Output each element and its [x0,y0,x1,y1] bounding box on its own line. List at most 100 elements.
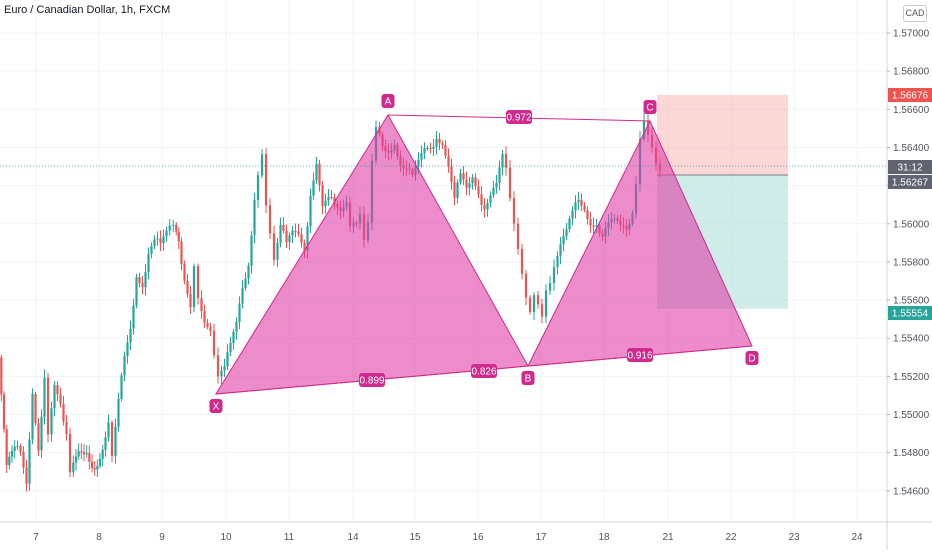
point-label-x-bg[interactable] [209,399,223,413]
candle-body [456,182,459,198]
ratio-label-cd-bg[interactable] [627,348,653,362]
candle-body [186,280,189,294]
time-tick-label: 14 [347,532,359,543]
candle-body [309,195,312,227]
candle-body [288,235,291,243]
currency-button[interactable]: CAD [903,5,927,22]
point-label-a-bg[interactable] [381,94,395,108]
ratio-label-xa-xb-bg[interactable] [359,373,385,387]
candle-body [162,236,165,244]
candle-body [272,233,276,260]
target-price-tag-bg[interactable] [888,306,932,320]
candle-body [477,186,480,195]
price-tick-label: 1.56800 [893,67,930,78]
candle-body [324,200,327,207]
candle-body [31,394,34,440]
candle-body [571,210,574,219]
candle-body [223,366,226,371]
candle-body [285,230,288,243]
time-tick-label: 18 [598,532,610,543]
candle-body [282,225,285,231]
candle-body [492,187,495,196]
candle-body [459,173,462,183]
price-tick-label: 1.55000 [893,410,930,421]
stop-price-tag-bg[interactable] [888,88,932,102]
candle-body [294,230,297,232]
point-label-d: D [748,354,755,365]
candle-body [62,403,65,422]
candle-body [129,328,132,343]
candle-body [423,148,426,154]
point-label-b-bg[interactable] [521,371,535,385]
ratio-label-ab: 0.826 [471,367,496,378]
candle-body [577,199,580,203]
candle-body [276,242,279,260]
stop-price-tag: 1.56676 [892,91,929,102]
candle-body [203,311,206,323]
candle-body [72,462,75,473]
candle-body [200,298,203,312]
candle-body [544,290,548,317]
candle-body [489,195,492,203]
candle-body [93,467,96,470]
candle-body [183,263,186,281]
symbol-title[interactable]: Euro / Canadian Dollar, 1h, FXCM [4,4,171,16]
time-tick-label: 24 [851,532,863,543]
candle-body [306,226,309,251]
stop-loss-zone[interactable] [657,94,788,175]
candle-body [10,450,14,457]
candle-body [56,385,59,395]
candle-body [101,449,104,459]
candle-body [520,248,524,274]
ratio-label-ab-bg[interactable] [471,364,497,378]
candle-body [2,394,6,430]
candle-body [104,437,107,450]
current-price-tag: 1.56267 [892,178,929,189]
candle-body [153,239,156,246]
candle-body [260,154,264,176]
point-label-c: C [646,103,653,114]
candle-body [150,245,153,255]
ratio-label-ac-bg[interactable] [506,110,532,124]
candle-body [90,461,94,468]
candle-body [321,185,324,207]
bar-countdown-tag-bg[interactable] [888,160,932,174]
candle-body [327,196,330,201]
candle-body [468,183,471,188]
candle-body [256,175,260,200]
ratio-label-ac: 0.972 [506,113,531,124]
point-label-d-bg[interactable] [745,351,759,365]
candle-body [209,327,212,331]
candle-body [642,121,646,140]
candle-body [135,277,138,306]
candle-body [114,426,117,457]
candle-body [144,272,147,288]
time-tick-label: 7 [33,532,39,543]
bar-countdown-tag: 31:12 [897,163,922,174]
candle-body [53,385,56,409]
candle-body [88,453,91,462]
candle-body [504,154,508,168]
candle-body [444,144,447,156]
point-label-c-bg[interactable] [643,100,657,114]
current-price-tag-bg[interactable] [888,175,932,189]
candle-body [156,238,159,240]
price-tick-label: 1.55200 [893,372,930,383]
candle-body [447,155,450,167]
candle-body [268,205,272,234]
candle-body [50,408,53,435]
candle-body [264,154,268,206]
candle-body [548,283,552,291]
ratio-label-xa-xb: 0.899 [359,376,384,387]
price-tick-label: 1.56000 [893,219,930,230]
candle-body [192,266,196,308]
candle-body [107,422,110,438]
candle-body [253,199,256,236]
candle-body [426,147,429,149]
price-tick-label: 1.54600 [893,486,930,497]
candle-body [486,202,489,210]
candle-body [59,394,62,404]
candle-body [429,147,432,149]
